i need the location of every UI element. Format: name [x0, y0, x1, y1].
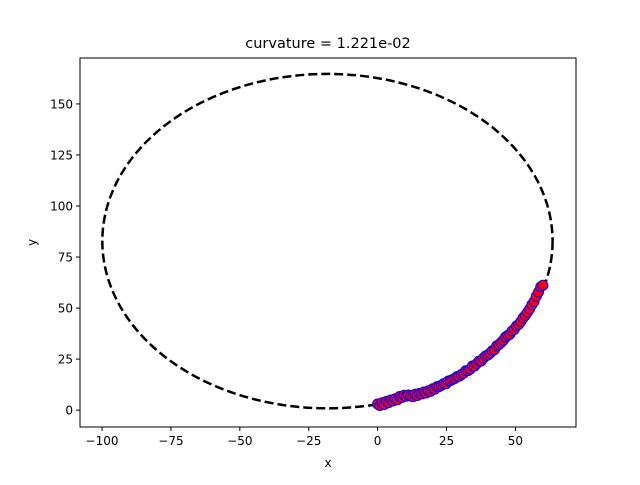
y-tick-label: 0 [65, 404, 73, 418]
x-axis-label: x [324, 456, 331, 470]
y-tick-label: 25 [58, 353, 73, 367]
x-tick-label: −25 [296, 434, 321, 448]
x-tick-label: 0 [374, 434, 382, 448]
y-tick-label: 100 [50, 200, 73, 214]
y-axis-ticks: 0 25 50 75 100 125 150 [50, 97, 80, 418]
data-point [537, 279, 549, 291]
y-tick-label: 50 [58, 302, 73, 316]
x-tick-label: −75 [158, 434, 183, 448]
x-tick-label: 25 [439, 434, 454, 448]
fitted-circle-layer [101, 72, 554, 410]
x-tick-label: −50 [227, 434, 252, 448]
y-tick-label: 125 [50, 148, 73, 162]
y-tick-label: 150 [50, 97, 73, 111]
x-axis-ticks: −100 −75 −50 −25 0 25 50 [86, 427, 523, 448]
y-axis-label: y [25, 239, 39, 246]
plot-area-frame [79, 57, 577, 428]
chart-title: curvature = 1.221e-02 [245, 36, 411, 52]
fitted-circle [101, 72, 554, 410]
x-tick-label: 50 [508, 434, 523, 448]
data-points-layer [372, 279, 549, 411]
y-tick-label: 75 [58, 251, 73, 265]
x-tick-label: −100 [86, 434, 119, 448]
